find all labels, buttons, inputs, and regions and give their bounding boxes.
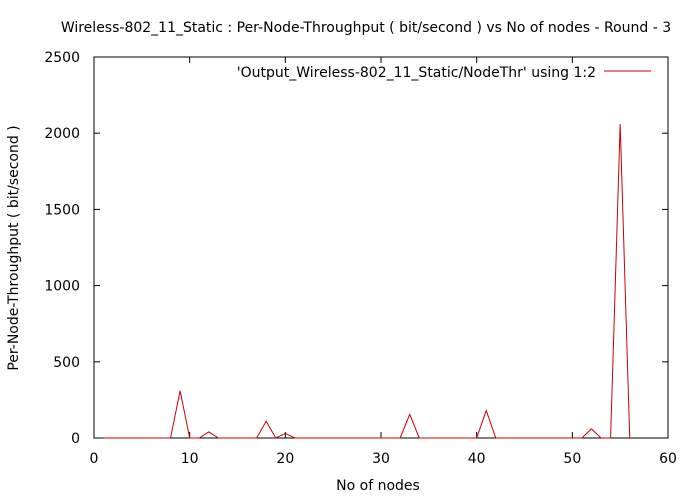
plot-frame [93,56,669,439]
y-tick-label: 2500 [44,50,80,66]
y-tick-label: 500 [53,355,80,371]
x-tick-label: 30 [372,451,390,467]
x-axis-label: No of nodes [336,478,420,494]
x-tick-label: 60 [659,451,677,467]
series-layer [103,124,631,439]
legend-label: 'Output_Wireless-802_11_Static/NodeThr' … [237,65,596,81]
series-line [103,124,631,439]
y-tick-label: 1000 [44,279,80,295]
x-tick-label: 0 [90,451,99,467]
y-axis-label: Per-Node-Throughput ( bit/second ) [6,125,22,370]
x-tick-label: 50 [563,451,581,467]
legend: 'Output_Wireless-802_11_Static/NodeThr' … [237,65,651,81]
x-tick-label: 20 [276,451,294,467]
chart-title: Wireless-802_11_Static : Per-Node-Throug… [61,20,671,36]
x-tick-label: 40 [468,451,486,467]
y-tick-label: 2000 [44,126,80,142]
x-axis: 0 10 20 30 40 50 60 [90,57,677,467]
y-tick-label: 0 [71,431,80,447]
y-axis: 0 500 1000 1500 2000 2500 [44,50,668,447]
y-tick-label: 1500 [44,202,80,218]
x-tick-label: 10 [181,451,199,467]
